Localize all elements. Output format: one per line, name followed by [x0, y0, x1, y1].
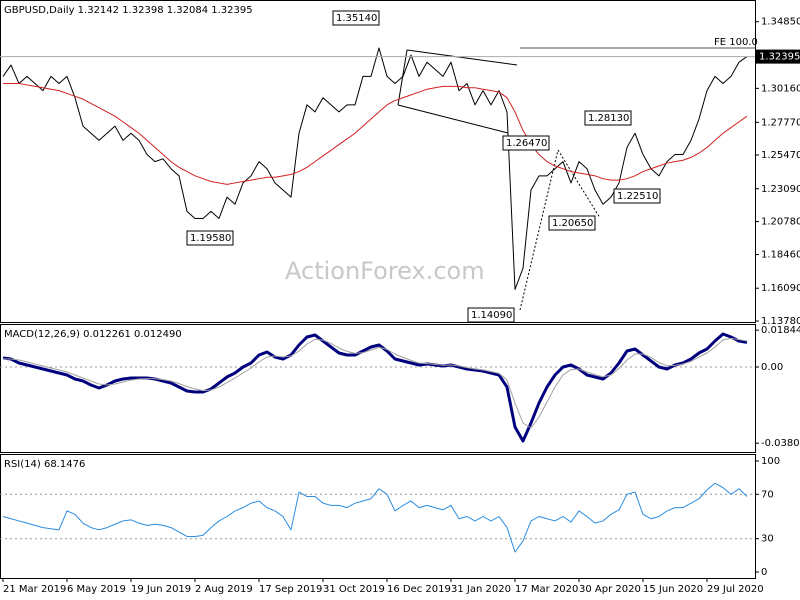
- x-tick-label: 17 Sep 2019: [259, 584, 322, 595]
- annotation: 1.14090: [471, 310, 512, 321]
- annotation-box: [467, 307, 515, 323]
- watermark: ActionForex.com: [285, 257, 485, 285]
- y-tick-label: 100: [761, 456, 780, 467]
- y-tick-label: 30: [761, 534, 774, 545]
- y-tick-label: 1.16090: [761, 283, 800, 294]
- annotation: 1.19580: [190, 233, 231, 244]
- annotation: 1.35140: [336, 13, 377, 24]
- annotation-box: [186, 230, 234, 246]
- series-line: [3, 83, 748, 185]
- panel-title: MACD(12,26,9) 0.012261 0.012490: [4, 329, 182, 340]
- channel-line: [397, 104, 509, 134]
- x-tick-label: 19 Jun 2019: [131, 584, 191, 595]
- series-line: [2, 332, 748, 443]
- fe-label: FE 100.0: [714, 37, 758, 48]
- panel-title: GBPUSD,Daily 1.32142 1.32398 1.32084 1.3…: [4, 5, 253, 16]
- x-tick-label: 31 Jan 2020: [451, 584, 511, 595]
- series-line: [3, 337, 748, 429]
- y-tick-label: 1.34850: [761, 17, 800, 28]
- y-tick-label: 70: [761, 489, 774, 500]
- last-price-label: 1.32395: [759, 52, 800, 63]
- y-tick-label: 1.20780: [761, 217, 800, 228]
- x-tick-label: 31 Oct 2019: [323, 584, 385, 595]
- annotation-box: [502, 135, 550, 151]
- y-tick-label: 0.00: [761, 362, 783, 373]
- projection-line: [557, 149, 601, 219]
- rsi-panel: [0, 454, 756, 579]
- x-tick-label: 29 Jul 2020: [707, 584, 764, 595]
- series-line: [2, 482, 748, 553]
- x-tick-label: 15 Jun 2020: [643, 584, 703, 595]
- y-tick-label: 0.018442: [761, 325, 800, 336]
- annotation-box: [332, 10, 380, 26]
- annotation-box: [548, 215, 596, 231]
- channel-line: [406, 49, 518, 66]
- macd-panel: [0, 324, 756, 453]
- annotation: 1.26470: [506, 138, 547, 149]
- price-panel: [0, 0, 756, 323]
- x-tick-label: 30 Apr 2020: [579, 584, 641, 595]
- annotation: 1.28130: [588, 113, 629, 124]
- projection-line: [519, 149, 559, 311]
- panel-title: RSI(14) 68.1476: [4, 459, 85, 470]
- y-tick-label: 1.13780: [761, 316, 800, 327]
- y-tick-label: 1.30160: [761, 83, 800, 94]
- x-tick-label: 6 May 2019: [67, 584, 126, 595]
- y-tick-label: 0: [761, 567, 767, 578]
- y-tick-label: 1.23090: [761, 184, 800, 195]
- y-tick-label: 1.27770: [761, 117, 800, 128]
- x-tick-label: 2 Aug 2019: [195, 584, 253, 595]
- y-tick-label: 1.25470: [761, 150, 800, 161]
- x-tick-label: 21 Mar 2019: [3, 584, 66, 595]
- annotation-box: [613, 188, 661, 204]
- annotation: 1.20650: [552, 218, 593, 229]
- y-tick-label: -0.038095: [761, 438, 800, 449]
- y-tick-label: 1.18460: [761, 250, 800, 261]
- annotation: 1.22510: [617, 191, 658, 202]
- series-line: [2, 47, 748, 290]
- last-price-box: [756, 49, 800, 64]
- x-tick-label: 17 Mar 2020: [515, 584, 578, 595]
- x-tick-label: 16 Dec 2019: [387, 584, 451, 595]
- annotation-box: [584, 110, 632, 126]
